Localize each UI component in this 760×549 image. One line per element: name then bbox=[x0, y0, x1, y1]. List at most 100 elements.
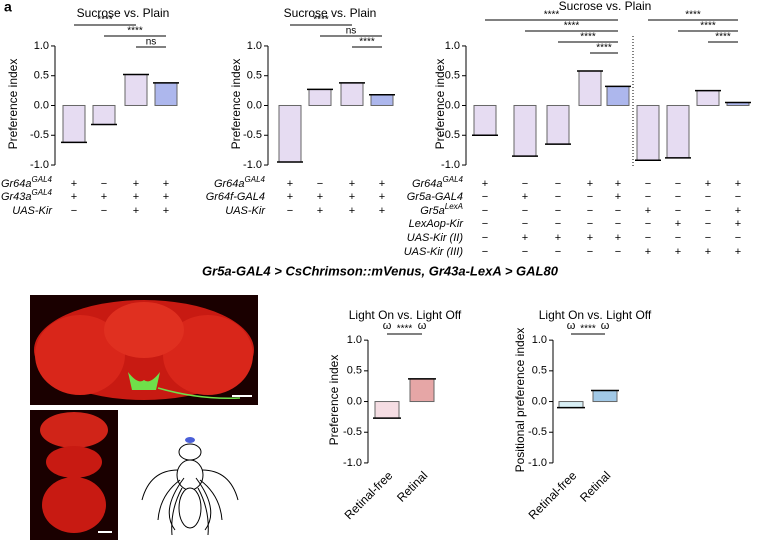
genotype-sign: + bbox=[317, 205, 323, 217]
y-tick-label: 0.5 bbox=[247, 70, 262, 82]
vnc-image bbox=[30, 410, 118, 540]
bar bbox=[278, 104, 302, 163]
significance-label: **** bbox=[564, 21, 580, 32]
genotype-name: UAS-Kir bbox=[12, 205, 53, 217]
genotype-sign: − bbox=[587, 205, 593, 217]
y-tick-label: -0.5 bbox=[343, 426, 362, 438]
bar bbox=[62, 104, 86, 143]
genotype-sign: − bbox=[522, 246, 528, 258]
genotype-name: Gr5a-GAL4 bbox=[407, 191, 463, 203]
y-tick-label: 1.0 bbox=[532, 334, 547, 346]
significance-label: **** bbox=[359, 37, 375, 48]
y-tick-label: 0.0 bbox=[34, 99, 49, 111]
genotype-sign: − bbox=[675, 232, 681, 244]
brain-image bbox=[30, 295, 258, 405]
significance-label: **** bbox=[397, 324, 413, 335]
genotype-sign: − bbox=[482, 246, 488, 258]
bar bbox=[636, 104, 660, 161]
y-tick-label: 0.5 bbox=[532, 365, 547, 377]
bar bbox=[473, 104, 497, 136]
genotype-label: Gr5a-GAL4 bbox=[407, 191, 463, 203]
genotype-label: UAS-Kir (III) bbox=[404, 246, 464, 258]
genotype-sign: + bbox=[133, 191, 139, 203]
genotype-sign: − bbox=[705, 232, 711, 244]
genotype-sign: + bbox=[379, 205, 385, 217]
genotype-sign: − bbox=[71, 205, 77, 217]
genotype-label: UAS-Kir bbox=[12, 205, 53, 217]
genotype-sign: − bbox=[555, 218, 561, 230]
genotype-sign: + bbox=[735, 218, 741, 230]
significance-label: **** bbox=[127, 26, 143, 37]
genotype-sign: − bbox=[587, 191, 593, 203]
genotype-sign: + bbox=[735, 205, 741, 217]
significance-label: ns bbox=[146, 37, 157, 48]
genotype-sign: − bbox=[317, 178, 323, 190]
genotype-label: LexAop-Kir bbox=[409, 218, 465, 230]
bar bbox=[666, 104, 690, 159]
panel-label: a bbox=[4, 0, 12, 15]
genotype-sign: + bbox=[675, 218, 681, 230]
bar bbox=[124, 74, 148, 106]
bar bbox=[92, 104, 116, 126]
genotype-sign: − bbox=[587, 246, 593, 258]
significance-label: **** bbox=[313, 15, 329, 26]
bar bbox=[308, 88, 332, 106]
genotype-superscript: GAL4 bbox=[245, 175, 266, 184]
annotation: ω bbox=[418, 320, 427, 332]
genotype-sign: + bbox=[705, 178, 711, 190]
bar bbox=[558, 401, 584, 409]
significance-label: **** bbox=[685, 10, 701, 21]
genotype-sign: − bbox=[735, 232, 741, 244]
genotype-sign: − bbox=[705, 218, 711, 230]
significance-label: ns bbox=[346, 26, 357, 37]
chart-title: Sucrose vs. Plain bbox=[77, 6, 170, 20]
y-axis-label: Positional preference index bbox=[513, 328, 527, 473]
y-tick-label: -1.0 bbox=[528, 457, 547, 469]
bar bbox=[546, 104, 570, 145]
genotype-sign: + bbox=[71, 178, 77, 190]
y-tick-label: -0.5 bbox=[243, 129, 262, 141]
genotype-label: Gr5aLexA bbox=[420, 202, 463, 217]
genotype-sign: − bbox=[555, 191, 561, 203]
y-tick-label: 0.0 bbox=[247, 99, 262, 111]
y-tick-label: -1.0 bbox=[441, 159, 460, 171]
genotype-name: Gr64a bbox=[214, 178, 245, 190]
genotype-name: UAS-Kir (III) bbox=[404, 246, 464, 258]
bar bbox=[696, 90, 720, 106]
genotype-sign: + bbox=[522, 191, 528, 203]
genotype-label: Gr64aGAL4 bbox=[1, 175, 53, 190]
x-tick-label: Retinal-free bbox=[526, 468, 580, 522]
genotype-sign: − bbox=[735, 191, 741, 203]
genotype-sign: + bbox=[71, 191, 77, 203]
genotype-sign: − bbox=[522, 218, 528, 230]
x-tick-label: Retinal-free bbox=[342, 468, 396, 522]
genotype-name: Gr64a bbox=[1, 178, 32, 190]
genotype-sign: + bbox=[645, 246, 651, 258]
bar bbox=[513, 104, 537, 157]
y-tick-label: 0.5 bbox=[347, 365, 362, 377]
genotype-sign: + bbox=[482, 178, 488, 190]
genotype-name: Gr64a bbox=[412, 178, 443, 190]
chart-title: Sucrose vs. Plain bbox=[559, 0, 652, 13]
genotype-sign: + bbox=[163, 178, 169, 190]
genotype-sign: − bbox=[675, 191, 681, 203]
significance-label: **** bbox=[715, 32, 731, 43]
genotype-sign: + bbox=[587, 178, 593, 190]
genotype-label: UAS-Kir bbox=[225, 205, 266, 217]
bar bbox=[154, 82, 178, 106]
genotype-sign: + bbox=[349, 205, 355, 217]
y-tick-label: -1.0 bbox=[243, 159, 262, 171]
genotype-label: Gr43aGAL4 bbox=[1, 188, 53, 203]
x-tick-label: Retinal bbox=[577, 468, 613, 504]
annotation: ω bbox=[383, 320, 392, 332]
bar bbox=[578, 70, 602, 106]
chart-title: Light On vs. Light Off bbox=[349, 308, 462, 322]
y-tick-label: -1.0 bbox=[30, 159, 49, 171]
genotype-sign: + bbox=[287, 178, 293, 190]
significance-label: **** bbox=[700, 21, 716, 32]
genotype-name: Gr64f-GAL4 bbox=[206, 191, 265, 203]
annotation: ω bbox=[567, 320, 576, 332]
genotype-label: UAS-Kir (II) bbox=[407, 232, 464, 244]
fly-drawing bbox=[141, 437, 239, 536]
genotype-sign: + bbox=[615, 191, 621, 203]
